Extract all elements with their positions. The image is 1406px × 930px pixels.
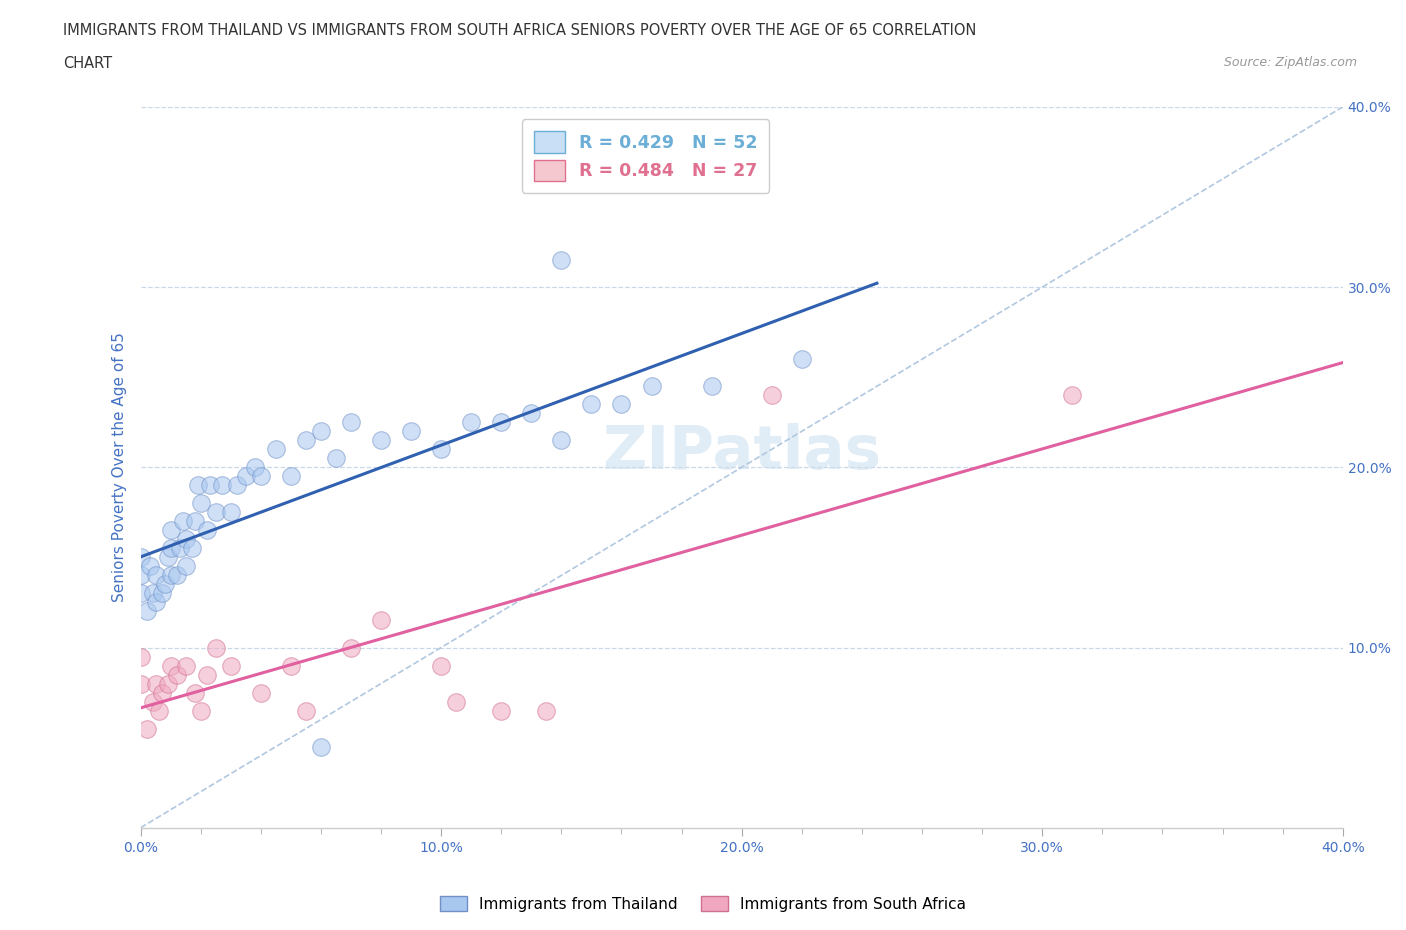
Point	[129, 649, 152, 664]
Point	[145, 676, 167, 691]
Point	[180, 541, 202, 556]
Point	[204, 640, 226, 655]
Point	[370, 432, 392, 447]
Point	[156, 676, 179, 691]
Point	[166, 568, 188, 583]
Legend: Immigrants from Thailand, Immigrants from South Africa: Immigrants from Thailand, Immigrants fro…	[433, 889, 973, 918]
Point	[135, 721, 157, 736]
Point	[159, 523, 181, 538]
Point	[174, 532, 197, 547]
Point	[295, 703, 318, 718]
Point	[520, 405, 543, 420]
Point	[150, 685, 173, 700]
Point	[172, 514, 194, 529]
Point	[430, 658, 453, 673]
Y-axis label: Seniors Poverty Over the Age of 65: Seniors Poverty Over the Age of 65	[112, 332, 128, 603]
Point	[148, 703, 170, 718]
Point	[640, 379, 662, 393]
Point	[129, 550, 152, 565]
Text: ZIPatlas: ZIPatlas	[602, 423, 882, 483]
Point	[790, 352, 813, 366]
Point	[156, 550, 179, 565]
Point	[340, 415, 363, 430]
Point	[195, 667, 218, 682]
Point	[309, 424, 332, 439]
Point	[195, 523, 218, 538]
Point	[264, 442, 287, 457]
Point	[129, 676, 152, 691]
Point	[280, 658, 302, 673]
Point	[309, 739, 332, 754]
Point	[460, 415, 482, 430]
Text: IMMIGRANTS FROM THAILAND VS IMMIGRANTS FROM SOUTH AFRICA SENIORS POVERTY OVER TH: IMMIGRANTS FROM THAILAND VS IMMIGRANTS F…	[63, 23, 977, 38]
Point	[295, 432, 318, 447]
Point	[581, 397, 603, 412]
Point	[444, 694, 467, 709]
Point	[183, 685, 205, 700]
Point	[174, 559, 197, 574]
Point	[142, 694, 165, 709]
Point	[1062, 388, 1084, 403]
Point	[225, 478, 247, 493]
Point	[190, 703, 212, 718]
Point	[370, 613, 392, 628]
Point	[129, 568, 152, 583]
Point	[491, 415, 513, 430]
Point	[340, 640, 363, 655]
Point	[250, 469, 273, 484]
Point	[280, 469, 302, 484]
Point	[430, 442, 453, 457]
Point	[145, 568, 167, 583]
Point	[761, 388, 783, 403]
Point	[536, 703, 558, 718]
Point	[159, 568, 181, 583]
Point	[550, 253, 572, 268]
Point	[135, 604, 157, 619]
Point	[142, 586, 165, 601]
Point	[399, 424, 422, 439]
Point	[150, 586, 173, 601]
Point	[550, 432, 572, 447]
Point	[219, 658, 242, 673]
Point	[700, 379, 723, 393]
Point	[211, 478, 233, 493]
Point	[187, 478, 209, 493]
Text: CHART: CHART	[63, 56, 112, 71]
Point	[145, 595, 167, 610]
Point	[204, 505, 226, 520]
Point	[159, 541, 181, 556]
Point	[129, 586, 152, 601]
Point	[235, 469, 257, 484]
Point	[325, 451, 347, 466]
Point	[491, 703, 513, 718]
Point	[174, 658, 197, 673]
Point	[169, 541, 191, 556]
Point	[610, 397, 633, 412]
Point	[159, 658, 181, 673]
Point	[183, 514, 205, 529]
Text: Source: ZipAtlas.com: Source: ZipAtlas.com	[1223, 56, 1357, 69]
Point	[243, 460, 266, 475]
Legend: R = 0.429   N = 52, R = 0.484   N = 27: R = 0.429 N = 52, R = 0.484 N = 27	[522, 119, 769, 193]
Point	[219, 505, 242, 520]
Point	[138, 559, 160, 574]
Point	[198, 478, 221, 493]
Point	[190, 496, 212, 511]
Point	[153, 577, 176, 591]
Point	[250, 685, 273, 700]
Point	[166, 667, 188, 682]
